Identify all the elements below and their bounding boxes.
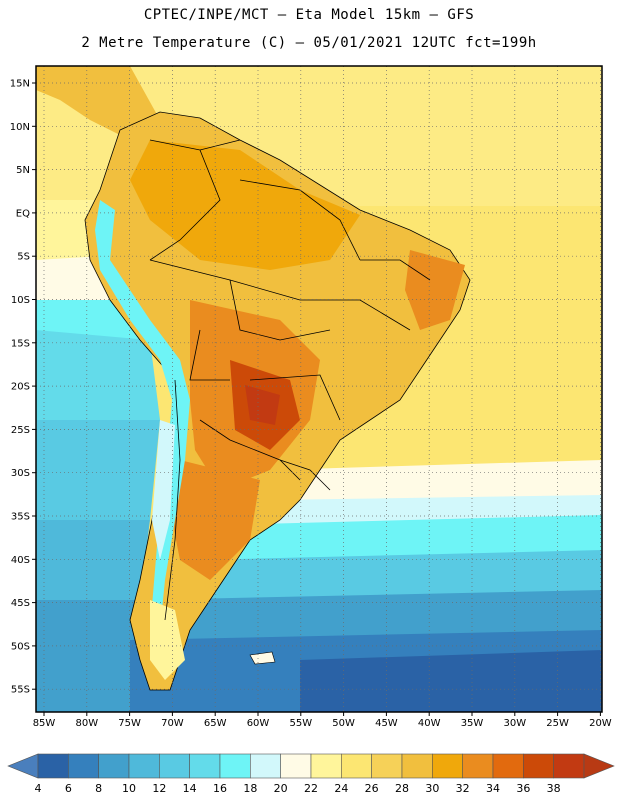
lat-tick-label: 5S [17,252,30,263]
colorbar-segment [523,753,554,779]
colorbar-segment [280,753,312,779]
colorbar-segment [492,753,524,779]
colorbar-label: 34 [486,782,500,795]
lon-tick-label: 85W [33,718,56,729]
map-frame [35,65,603,713]
lat-tick-label: EQ [16,208,30,219]
colorbar-label: 4 [35,782,42,795]
lon-tick-label: 65W [204,718,227,729]
colorbar-segment [219,753,251,779]
colorbar-label: 38 [547,782,561,795]
colorbar-segment [250,753,281,779]
lat-tick-label: 15N [10,79,30,90]
lat-tick-label: 15S [11,338,30,349]
colorbar-segment [189,753,221,779]
colorbar-label: 6 [65,782,72,795]
colorbar-label: 16 [213,782,227,795]
colorbar-label: 20 [274,782,288,795]
lon-tick-label: 20W [589,718,612,729]
colorbar-under-arrow [7,753,39,779]
lat-tick-label: 25S [11,425,30,436]
colorbar-label: 26 [365,782,379,795]
lat-tick-label: 30S [11,468,30,479]
colorbar-segment [462,753,494,779]
lat-tick-label: 10N [10,122,30,133]
colorbar-label: 36 [516,782,530,795]
land-amazon-warm [130,140,360,270]
colorbar-over-arrow [583,753,615,779]
lat-tick-label: 35S [11,512,30,523]
colorbar-label: 30 [425,782,439,795]
map-field [36,66,602,712]
land-falklands [249,651,276,665]
lat-tick-label: 50S [11,641,30,652]
lon-tick-label: 45W [375,718,398,729]
colorbar-label: 28 [395,782,409,795]
land-andes-pale [152,420,175,560]
colorbar: 4 6 8 10 12 14 16 18 20 22 24 26 28 30 32 34 36 38 [7,753,615,795]
colorbar-segment [371,753,403,779]
land-tierra-del-fuego [150,600,185,680]
land-northeast-hot [405,250,465,330]
land-max-hotspot [245,385,280,425]
land-patagonia-warm [170,460,260,580]
lon-tick-label: 35W [461,718,484,729]
colorbar-label: 8 [95,782,102,795]
colorbar-segment [432,753,463,779]
lon-tick-label: 25W [546,718,569,729]
colorbar-segment [128,753,160,779]
lat-tick-label: 40S [11,555,30,566]
lat-tick-label: 10S [11,295,30,306]
lat-tick-label: 45S [11,598,30,609]
lat-tick-label: 55S [11,685,30,696]
lat-tick-label: 20S [11,382,30,393]
lon-tick-label: 70W [161,718,184,729]
latitude-axis: 15N 10N 5N EQ 5S 10S 15S 20S 25S 30S 35S 40S 45S 50S 5… [10,79,36,696]
colorbar-label: 12 [152,782,166,795]
ocean-band-pacific-mid [36,330,160,430]
lon-tick-label: 60W [247,718,270,729]
colorbar-label: 14 [183,782,197,795]
lon-tick-label: 50W [332,718,355,729]
colorbar-segment [341,753,372,779]
longitude-axis: 85W 80W 75W 70W 65W 60W 55W 50W 45W 40W 35W 30W 25W 2… [33,712,612,729]
colorbar-segment [401,753,433,779]
chart-title-line1: CPTEC/INPE/MCT – Eta Model 15km – GFS [143,7,475,23]
lon-tick-label: 80W [75,718,98,729]
ocean-band-pacific-south [36,420,160,530]
ocean-band-atlantic-coldest [300,650,602,712]
colorbar-segment [159,753,190,779]
colorbar-label: 22 [304,782,318,795]
ocean-band-pacific-cold [36,600,140,712]
lon-tick-label: 55W [289,718,312,729]
chart-title-line2: 2 Metre Temperature (C) – 05/01/2021 12U… [81,35,537,51]
colorbar-segment [98,753,130,779]
colorbar-segment [68,753,99,779]
lon-tick-label: 30W [503,718,526,729]
country-borders [149,139,431,621]
colorbar-segment [37,753,69,779]
colorbar-segment [310,753,342,779]
colorbar-label: 10 [122,782,136,795]
lon-tick-label: 75W [118,718,141,729]
ocean-band-pacific-cool [36,520,150,610]
colorbar-segment [553,753,585,779]
colorbar-label: 24 [334,782,348,795]
lat-tick-label: 5N [16,165,30,176]
colorbar-label: 18 [243,782,257,795]
lon-tick-label: 40W [418,718,441,729]
colorbar-label: 32 [456,782,470,795]
